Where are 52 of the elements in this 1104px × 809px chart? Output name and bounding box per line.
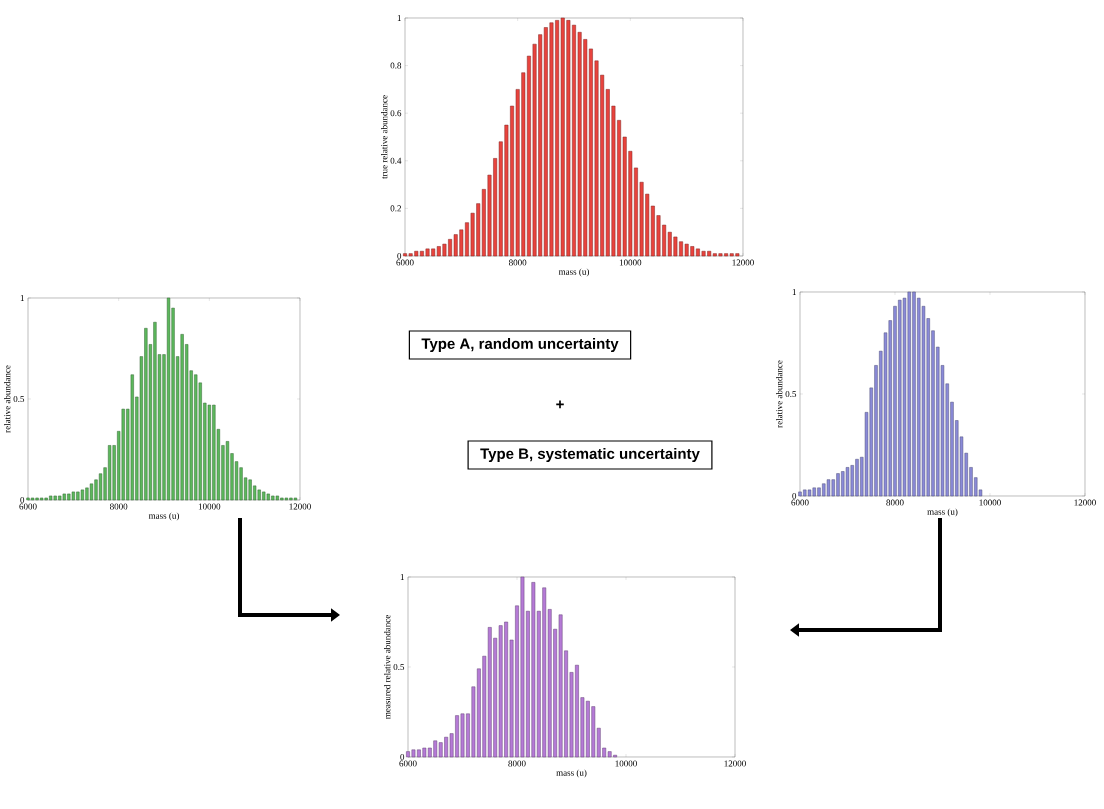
text: Type B, systematic uncertainty: [480, 448, 700, 462]
x-axis-title: mass (u): [556, 769, 587, 778]
x-axis-title: mass (u): [148, 512, 179, 521]
x-tick-label: 12000: [724, 760, 746, 767]
bar: [807, 489, 812, 497]
text: +: [556, 400, 564, 409]
y-tick-label: 0.6: [390, 110, 402, 117]
x-tick-label: 6000: [791, 499, 809, 506]
x-tick-label: 10000: [979, 499, 1001, 506]
y-tick-label: 0.4: [390, 157, 402, 164]
x-tick-label: 12000: [289, 503, 311, 510]
y-tick-label: 0: [400, 753, 405, 761]
y-tick-label: 0: [397, 252, 402, 260]
bar: [30, 497, 35, 501]
y-axis-title: true relative abundance: [381, 95, 388, 179]
x-tick-label: 6000: [399, 760, 417, 767]
text: Type A, random uncertainty: [421, 338, 619, 352]
bar: [89, 483, 94, 501]
y-tick-label: 0: [792, 492, 797, 500]
x-axis-title: mass (u): [558, 268, 589, 277]
y-axis-title: relative abundance: [4, 365, 11, 433]
bar: [80, 489, 85, 501]
y-tick-label: 1: [397, 15, 401, 21]
x-tick-label: 10000: [619, 259, 642, 266]
x-tick-label: 10000: [615, 760, 637, 767]
y-tick-label: 1: [400, 574, 404, 580]
x-tick-label: 8000: [508, 760, 526, 767]
y-tick-label: 0.2: [390, 205, 401, 212]
y-tick-label: 1: [792, 289, 796, 295]
x-tick-label: 6000: [396, 259, 414, 266]
bar: [845, 467, 850, 497]
bar: [826, 479, 831, 497]
x-tick-label: 6000: [19, 503, 37, 510]
y-axis-title: measured relative abundance: [384, 615, 391, 720]
x-axis-title: mass (u): [927, 508, 958, 517]
y-tick-label: 0.5: [393, 663, 405, 671]
bar: [225, 441, 230, 501]
x-tick-label: 12000: [1074, 499, 1096, 506]
bar: [293, 497, 298, 501]
bar: [166, 297, 171, 501]
x-tick-label: 12000: [732, 259, 754, 266]
y-tick-label: 1: [20, 295, 24, 301]
bar: [284, 497, 289, 501]
x-tick-label: 8000: [509, 259, 527, 266]
x-tick-label: 8000: [110, 503, 128, 510]
y-tick-label: 0: [20, 496, 25, 504]
y-tick-label: 0.8: [390, 62, 402, 69]
x-tick-label: 8000: [886, 499, 904, 506]
y-tick-label: 0.5: [13, 395, 25, 403]
y-axis-title: relative abundance: [776, 360, 783, 428]
x-tick-label: 10000: [198, 503, 221, 510]
y-tick-label: 0.5: [785, 390, 797, 398]
